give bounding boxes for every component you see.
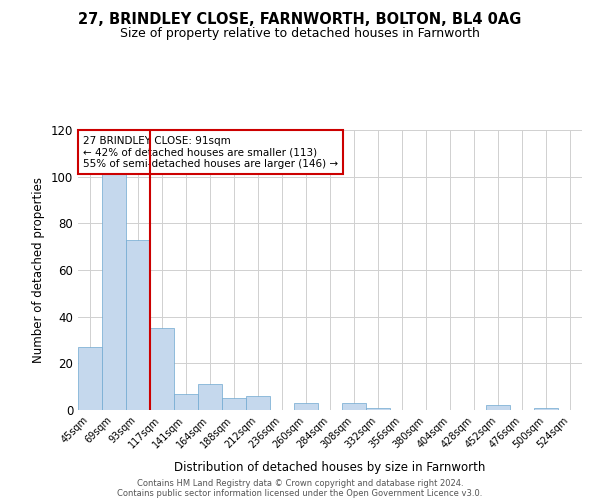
- Text: Size of property relative to detached houses in Farnworth: Size of property relative to detached ho…: [120, 28, 480, 40]
- Bar: [150, 328, 174, 410]
- Bar: [366, 408, 390, 410]
- Bar: [342, 403, 366, 410]
- Text: Contains HM Land Registry data © Crown copyright and database right 2024.: Contains HM Land Registry data © Crown c…: [137, 478, 463, 488]
- Bar: [294, 403, 318, 410]
- Text: 27 BRINDLEY CLOSE: 91sqm
← 42% of detached houses are smaller (113)
55% of semi-: 27 BRINDLEY CLOSE: 91sqm ← 42% of detach…: [83, 136, 338, 169]
- Bar: [486, 406, 510, 410]
- Bar: [534, 408, 558, 410]
- Bar: [246, 396, 270, 410]
- X-axis label: Distribution of detached houses by size in Farnworth: Distribution of detached houses by size …: [175, 461, 485, 474]
- Bar: [222, 398, 246, 410]
- Bar: [78, 347, 102, 410]
- Text: Contains public sector information licensed under the Open Government Licence v3: Contains public sector information licen…: [118, 488, 482, 498]
- Text: 27, BRINDLEY CLOSE, FARNWORTH, BOLTON, BL4 0AG: 27, BRINDLEY CLOSE, FARNWORTH, BOLTON, B…: [79, 12, 521, 28]
- Bar: [198, 384, 222, 410]
- Bar: [174, 394, 198, 410]
- Bar: [102, 174, 126, 410]
- Y-axis label: Number of detached properties: Number of detached properties: [32, 177, 45, 363]
- Bar: [126, 240, 150, 410]
